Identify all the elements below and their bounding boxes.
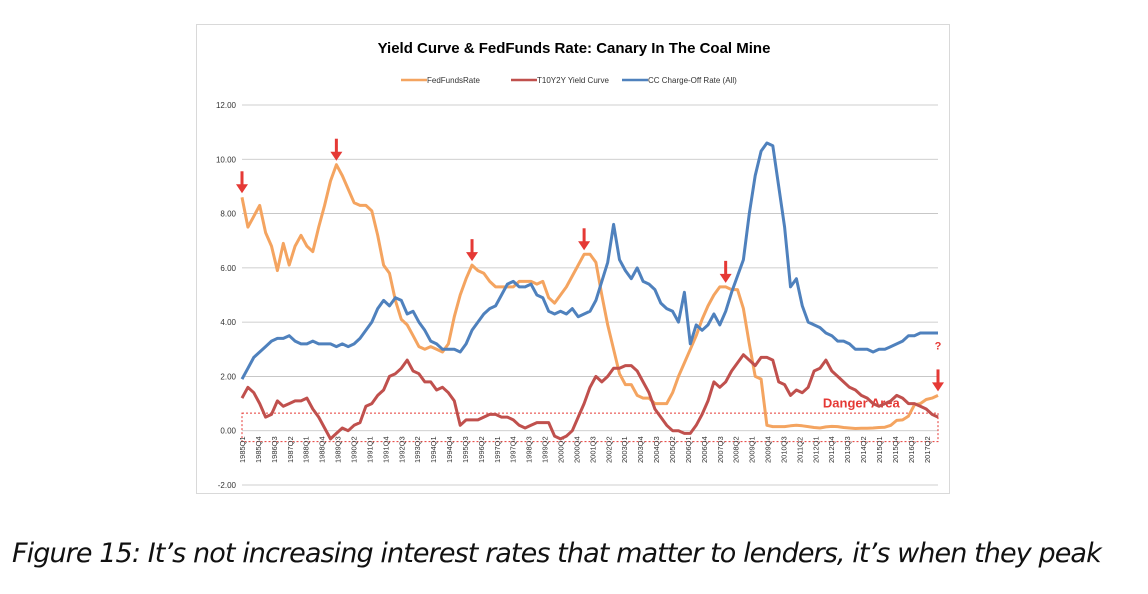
legend-item-yield: T10Y2Y Yield Curve (511, 76, 609, 85)
y-tick-label: 0.00 (220, 427, 236, 436)
x-tick-label: 2001Q3 (588, 436, 597, 463)
x-tick-label: 2013Q3 (843, 436, 852, 463)
x-tick-label: 1997Q4 (509, 436, 518, 463)
x-tick-label: 1989Q3 (334, 436, 343, 463)
x-tick-label: 2006Q1 (684, 436, 693, 463)
x-tick-label: 2016Q3 (907, 436, 916, 463)
series-line-fedfunds (240, 163, 939, 430)
legend-item-fed: FedFundsRate (401, 76, 480, 85)
x-tick-label: 1988Q4 (318, 436, 327, 463)
question-mark: ? (935, 340, 942, 352)
y-tick-label: -2.00 (218, 481, 237, 490)
y-axis-ticks: -2.00 0.00 2.00 4.00 6.00 8.00 10.00 12.00 (216, 101, 237, 490)
x-tick-label: 2015Q4 (891, 436, 900, 463)
x-tick-label: 1991Q4 (381, 436, 390, 463)
x-tick-label: 2007Q3 (716, 436, 725, 463)
legend-item-cc: CC Charge-Off Rate (All) (622, 76, 737, 85)
x-tick-label: 2003Q1 (620, 436, 629, 463)
legend-label-cc: CC Charge-Off Rate (All) (648, 76, 737, 85)
x-tick-label: 1990Q2 (349, 436, 358, 463)
x-tick-label: 1994Q1 (429, 436, 438, 463)
x-tick-label: 1987Q2 (286, 436, 295, 463)
x-tick-label: 2014Q2 (859, 436, 868, 463)
y-tick-label: 8.00 (220, 210, 236, 219)
peak-arrow (578, 228, 591, 251)
y-tick-label: 6.00 (220, 264, 236, 273)
series-line-cc-chargeoff (240, 141, 938, 380)
x-tick-label: 1994Q4 (445, 436, 454, 463)
x-tick-label: 1991Q1 (365, 436, 374, 463)
y-tick-label: 12.00 (216, 101, 237, 110)
peak-arrow (932, 369, 944, 392)
peak-arrow (236, 171, 248, 194)
x-tick-label: 2005Q2 (668, 436, 677, 463)
series-line-yield-curve (240, 353, 939, 441)
chart-svg: Yield Curve & FedFunds Rate: Canary In T… (216, 40, 944, 490)
chart-title: Yield Curve & FedFunds Rate: Canary In T… (378, 40, 771, 57)
x-tick-label: 2015Q1 (875, 436, 884, 463)
x-tick-label: 1993Q2 (413, 436, 422, 463)
x-tick-label: 1985Q1 (238, 436, 247, 463)
y-tick-label: 4.00 (220, 318, 236, 327)
x-tick-label: 2000Q1 (557, 436, 566, 463)
x-tick-label: 1996Q2 (477, 436, 486, 463)
x-tick-label: 2006Q4 (700, 436, 709, 463)
y-tick-label: 2.00 (220, 372, 236, 381)
x-tick-label: 2010Q3 (779, 436, 788, 463)
peak-arrow (330, 138, 343, 161)
series (240, 141, 939, 441)
x-tick-label: 2017Q2 (923, 436, 932, 463)
x-tick-label: 2009Q1 (748, 436, 757, 463)
grid (242, 104, 938, 486)
figure-caption: Figure 15: It’s not increasing interest … (12, 538, 1102, 569)
x-tick-label: 1998Q3 (525, 436, 534, 463)
peak-arrow (719, 260, 732, 283)
x-axis-ticks: 1985Q1 1985Q4 1986Q3 1987Q2 1988Q1 1988Q4 1989… (238, 436, 932, 463)
x-tick-label: 2008Q2 (732, 436, 741, 463)
x-tick-label: 1988Q1 (302, 436, 311, 463)
legend-label-yield: T10Y2Y Yield Curve (537, 76, 609, 85)
x-tick-label: 2012Q4 (827, 436, 836, 463)
annotations: ? (236, 138, 944, 392)
x-tick-label: 2004Q3 (652, 436, 661, 463)
x-tick-label: 1997Q1 (493, 436, 502, 463)
y-tick-label: 10.00 (216, 155, 237, 164)
x-tick-label: 2012Q1 (811, 436, 820, 463)
x-tick-label: 1986Q3 (270, 436, 279, 463)
x-tick-label: 2003Q4 (636, 436, 645, 463)
x-tick-label: 2002Q2 (604, 436, 613, 463)
x-tick-label: 1999Q2 (541, 436, 550, 463)
danger-area-box (241, 412, 939, 443)
x-tick-label: 2000Q4 (572, 436, 581, 463)
danger-area: Danger Area (241, 396, 939, 443)
x-tick-label: 2009Q4 (764, 436, 773, 463)
x-tick-label: 1992Q3 (397, 436, 406, 463)
x-tick-label: 2011Q2 (795, 437, 804, 463)
chart-frame: Yield Curve & FedFunds Rate: Canary In T… (196, 24, 950, 494)
x-tick-label: 1995Q3 (461, 436, 470, 463)
x-tick-label: 1985Q4 (254, 436, 263, 463)
peak-arrow (466, 239, 479, 262)
legend: FedFundsRate T10Y2Y Yield Curve CC Charg… (401, 76, 737, 85)
legend-label-fed: FedFundsRate (427, 76, 480, 85)
